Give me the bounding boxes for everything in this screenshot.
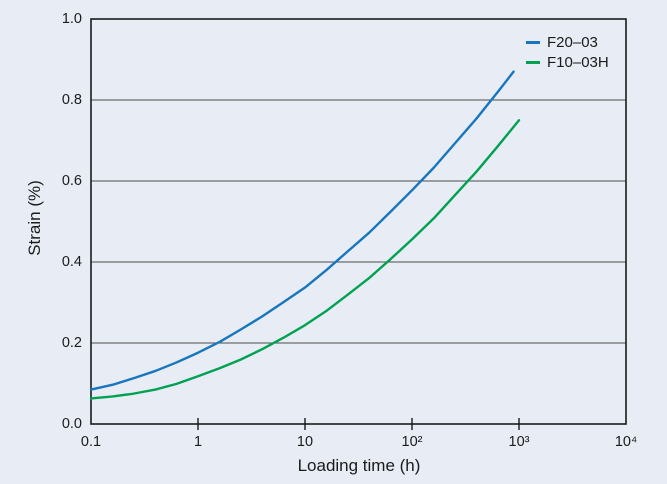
y-tick-label: 0.0: [61, 416, 82, 432]
x-tick-label: 1: [193, 434, 203, 450]
y-tick-label: 0.2: [61, 335, 82, 351]
series-line-0: [89, 70, 515, 391]
legend-item: F20–03: [526, 32, 609, 52]
legend-label: F10–03H: [547, 53, 609, 71]
legend-line-swatch-icon: [526, 40, 540, 44]
plot-frame: [90, 18, 627, 425]
x-tick-label: 10³: [508, 434, 530, 450]
legend: F20–03 F10–03H: [526, 32, 609, 72]
x-tick-label: 0.1: [80, 434, 102, 450]
x-tick-label: 10: [296, 434, 314, 450]
x-axis-title: Loading time (h): [297, 456, 421, 475]
y-tick-label: 0.6: [61, 173, 82, 189]
legend-item: F10–03H: [526, 52, 609, 72]
x-tick-label: 10⁴: [614, 434, 638, 450]
gridlines: [91, 99, 626, 344]
series-line-1: [89, 119, 521, 400]
y-tick-label: 1.0: [61, 11, 82, 27]
series-lines: [89, 70, 521, 400]
legend-label: F20–03: [547, 33, 598, 51]
legend-line-swatch-icon: [526, 60, 540, 64]
plot-border: [90, 18, 627, 425]
y-axis-title: Strain (%): [25, 180, 44, 256]
y-tick-label: 0.8: [61, 92, 82, 108]
x-tick-label: 10²: [401, 434, 423, 450]
y-tick-label: 0.4: [61, 254, 82, 270]
